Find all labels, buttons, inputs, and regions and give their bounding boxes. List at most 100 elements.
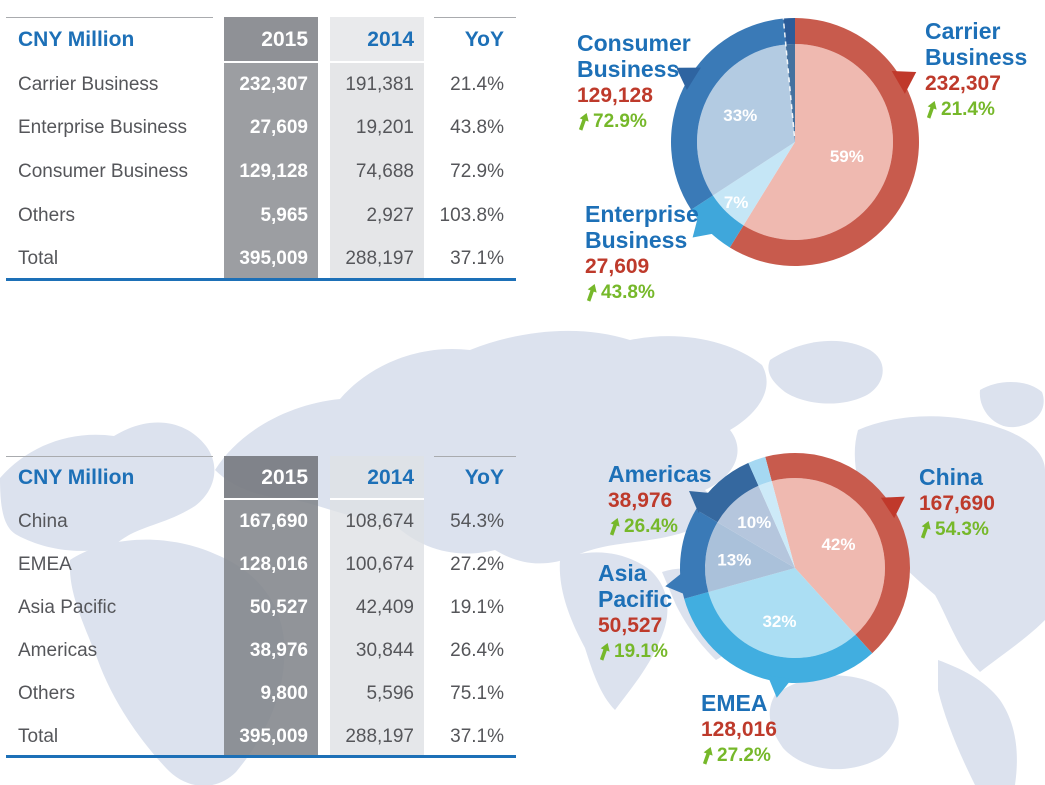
growth-arrow-icon: [599, 643, 610, 661]
row-value-2015: 128,016: [239, 553, 308, 575]
row-value-yoy: 21.4%: [450, 73, 504, 95]
callout-amount: 27,609: [585, 255, 650, 278]
pie-slice-inner-asia-pacific: [705, 522, 795, 593]
callout-carrier-business: Carrier Business 232,307 21.4%: [925, 18, 1043, 123]
row-value-yoy: 75.1%: [450, 682, 504, 704]
column-2014-stripe: [330, 456, 424, 758]
map-central-america: [938, 660, 1017, 785]
row-value-2015: 50,527: [249, 596, 308, 618]
pie-slice-ring-emea: [684, 592, 873, 683]
callout-name: Enterprise Business: [585, 201, 699, 253]
row-label: Enterprise Business: [18, 117, 187, 139]
column-2014-stripe: [330, 17, 424, 281]
row-value-2015: 38,976: [249, 639, 308, 661]
row-label: Carrier Business: [18, 73, 159, 95]
column-2015-header-bg: [224, 456, 318, 500]
callout-name: Carrier Business: [925, 18, 1028, 70]
pie-slice-ring-americas: [695, 462, 759, 523]
row-label: EMEA: [18, 553, 72, 575]
callout-yoy-value: 54.3%: [935, 519, 989, 540]
row-value-yoy: 72.9%: [450, 160, 504, 182]
callout-yoy-value: 72.9%: [593, 111, 647, 132]
callout-name: Americas: [608, 461, 712, 487]
row-label: Total: [18, 248, 59, 270]
callout-enterprise-business: Enterprise Business 27,609 43.8%: [585, 201, 735, 306]
row-value-2015: 167,690: [239, 510, 308, 532]
row-value-2014: 2,927: [366, 204, 414, 226]
row-label: Others: [18, 204, 76, 226]
table-top-rule-right: [434, 456, 516, 457]
callout-amount: 167,690: [919, 492, 995, 515]
column-header-2015: 2015: [261, 466, 308, 489]
pie-slice-ring-china: [765, 453, 910, 654]
pie-slice-inner-enterprise-business: [712, 142, 795, 226]
growth-arrow-icon: [586, 284, 597, 302]
column-2015-stripe: [224, 17, 318, 281]
row-value-2014: 42,409: [355, 596, 414, 618]
callout-yoy: 26.4%: [608, 514, 738, 540]
pie-percent-label: 7%: [724, 193, 749, 212]
column-header-2014: 2014: [367, 28, 414, 51]
pie-slice-inner-carrier-business: [743, 44, 893, 240]
column-2014-header-bg: [330, 456, 424, 500]
column-2015-stripe: [224, 456, 318, 758]
row-value-yoy: 37.1%: [450, 248, 504, 270]
callout-amount: 38,976: [608, 489, 673, 512]
row-value-yoy: 26.4%: [450, 639, 504, 661]
table-top-rule-left: [6, 456, 213, 457]
pie-percent-label: 59%: [830, 147, 864, 166]
callout-name: Asia Pacific: [598, 560, 673, 612]
row-value-2015: 5,965: [260, 204, 308, 226]
unit-label: CNY Million: [18, 28, 135, 51]
row-value-yoy: 27.2%: [450, 553, 504, 575]
table-bottom-rule: [6, 755, 516, 758]
row-value-2015: 232,307: [239, 73, 308, 95]
row-label: Americas: [18, 639, 98, 661]
pie-slice-ring-others: [783, 18, 795, 45]
callout-name: Consumer Business: [577, 30, 691, 82]
callout-name: China: [919, 464, 983, 490]
row-value-2015: 9,800: [260, 682, 308, 704]
callout-amount: 128,016: [701, 718, 777, 741]
column-header-2015: 2015: [261, 28, 308, 51]
callout-pointer-enterprise-business: [692, 213, 717, 238]
map-europe: [0, 422, 215, 551]
column-2014-header-bg: [330, 17, 424, 63]
map-india: [559, 552, 668, 710]
map-greenland: [979, 381, 1044, 428]
callout-china: China 167,690 54.3%: [919, 464, 1045, 543]
row-value-2014: 100,674: [345, 553, 414, 575]
column-2015-header-bg: [224, 17, 318, 63]
pie-slice-inner-emea: [708, 568, 856, 658]
pie-slice-ring-others: [748, 456, 772, 486]
callout-amount: 232,307: [925, 72, 1001, 95]
pie-percent-label: 13%: [717, 550, 751, 569]
column-header-2014: 2014: [367, 466, 414, 489]
map-kamchatka: [768, 340, 883, 404]
callout-yoy: 19.1%: [598, 639, 693, 665]
callout-asia-pacific: Asia Pacific 50,527 19.1%: [598, 560, 693, 665]
row-value-2014: 5,596: [366, 682, 414, 704]
callout-yoy-value: 19.1%: [614, 641, 668, 662]
callout-yoy: 43.8%: [585, 280, 735, 306]
callout-pointer-emea: [767, 675, 792, 698]
column-header-yoy: YoY: [464, 466, 504, 489]
region-table: CNY Million 2015 2014 YoY China 167,690 10…: [6, 456, 516, 758]
row-value-yoy: 43.8%: [450, 117, 504, 139]
business-segment-table: CNY Million 2015 2014 YoY Carrier Busine…: [6, 17, 516, 281]
row-label: Others: [18, 682, 76, 704]
growth-arrow-icon: [920, 521, 931, 539]
region-pie-chart: 42% 32% 13% 10%: [665, 453, 910, 698]
row-label: China: [18, 510, 68, 532]
row-value-2014: 19,201: [355, 117, 414, 139]
callout-yoy: 21.4%: [925, 97, 1043, 123]
callout-yoy-value: 26.4%: [624, 516, 678, 537]
callout-americas: Americas 38,976 26.4%: [608, 461, 738, 540]
row-label: Total: [18, 725, 59, 747]
callout-consumer-business: Consumer Business 129,128 72.9%: [577, 30, 717, 135]
callout-pointer-consumer-business: [676, 67, 701, 90]
callout-pointer-china: [880, 496, 905, 519]
region-table-grid: CNY Million 2015 2014 YoY China 167,690 10…: [6, 456, 516, 758]
table-top-rule-left: [6, 17, 213, 18]
row-value-yoy: 37.1%: [450, 725, 504, 747]
